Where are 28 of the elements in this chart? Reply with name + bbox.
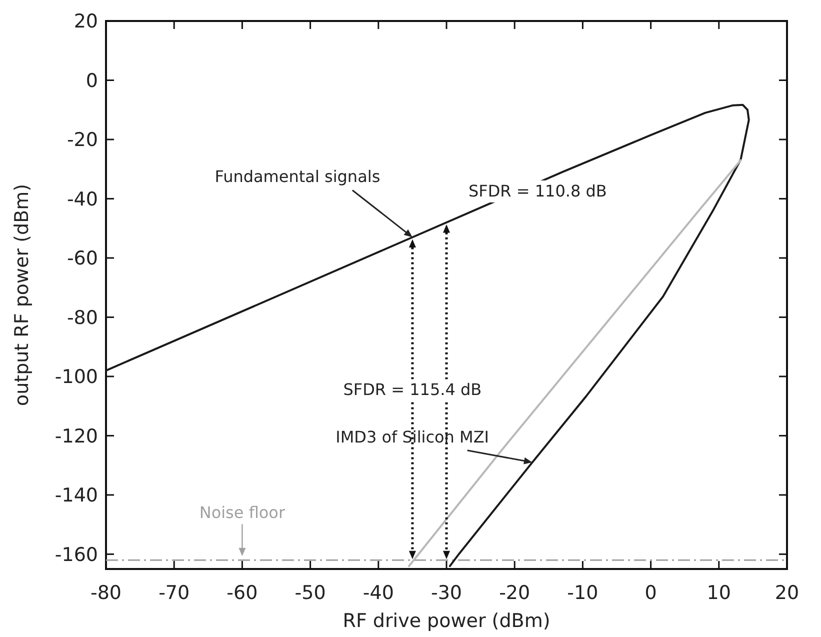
y-tick-label: 0: [86, 70, 98, 92]
annotation: SFDR = 110.8 dB: [468, 181, 607, 200]
annotation: IMD3 of Silicon MZI: [336, 427, 490, 446]
y-tick-label: -60: [66, 248, 98, 270]
x-tick-label: -70: [158, 582, 190, 604]
y-tick-label: -40: [66, 188, 98, 210]
x-tick-label: -30: [430, 582, 462, 604]
y-tick-label: -140: [54, 484, 98, 507]
x-tick-label: -50: [294, 582, 326, 604]
y-tick-label: -80: [66, 306, 98, 329]
x-tick-label: 10: [706, 582, 731, 604]
y-axis-title: output RF power (dBm): [11, 184, 33, 406]
y-tick-label: -160: [54, 544, 98, 566]
x-tick-label: 20: [774, 582, 800, 604]
y-tick-label: -120: [54, 425, 98, 448]
x-tick-label: 0: [644, 582, 657, 604]
y-tick-label: -20: [66, 129, 98, 152]
x-tick-label: -40: [362, 582, 394, 604]
annotation: SFDR = 115.4 dB: [343, 380, 482, 400]
x-tick-label: -60: [226, 582, 258, 604]
y-tick-label: -100: [54, 366, 98, 388]
x-tick-label: -20: [499, 582, 530, 604]
ref-line-label: Noise floor: [199, 503, 286, 522]
y-tick-label: 20: [74, 10, 98, 33]
x-axis-title: RF drive power (dBm): [342, 610, 550, 632]
annotation: Fundamental signals: [214, 167, 380, 186]
x-tick-label: -10: [567, 582, 598, 604]
x-tick-label: -80: [90, 582, 122, 604]
